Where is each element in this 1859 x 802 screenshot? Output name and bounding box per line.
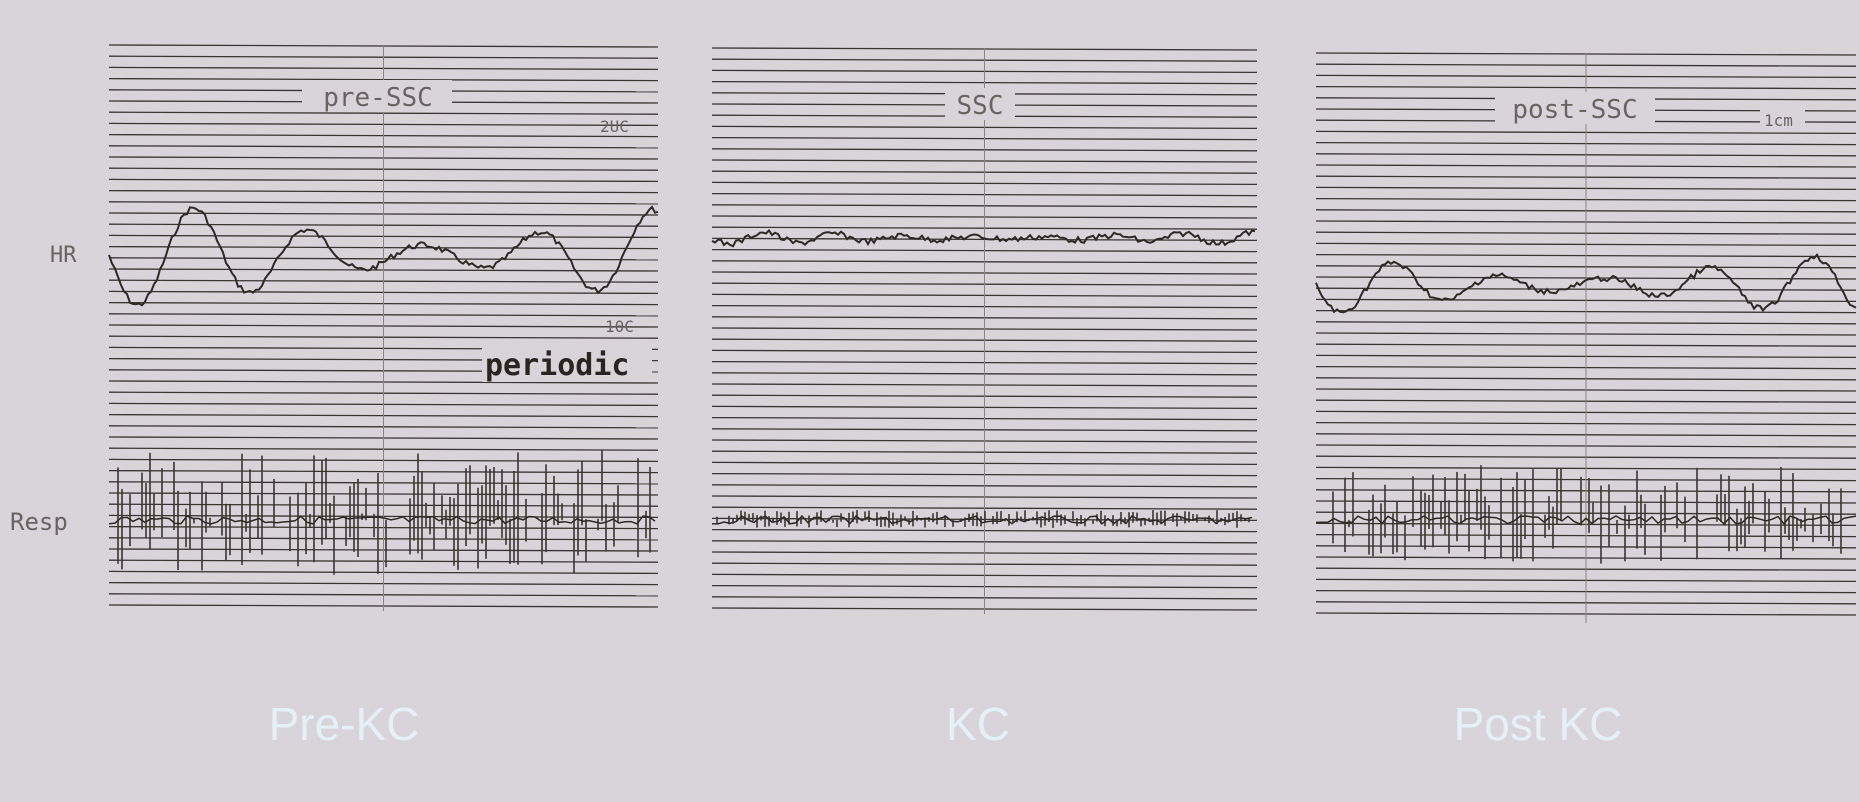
- figure: HR Resp pre-SSC 2UC 10C periodic Pre-KC …: [0, 0, 1859, 802]
- scale-note: 10C: [605, 317, 634, 336]
- panel-header: SSC: [957, 91, 1004, 121]
- hr-label: HR: [50, 243, 77, 268]
- panel-header: pre-SSC: [323, 83, 433, 113]
- panel-caption: Post KC: [1454, 698, 1623, 750]
- scale-note: 1cm: [1764, 111, 1793, 130]
- scale-note: 2UC: [600, 117, 629, 136]
- resp-label: Resp: [10, 508, 68, 536]
- annotation: periodic: [485, 348, 630, 383]
- panel-caption: KC: [946, 698, 1010, 750]
- panel-caption: Pre-KC: [269, 698, 420, 750]
- panel-header: post-SSC: [1512, 95, 1637, 125]
